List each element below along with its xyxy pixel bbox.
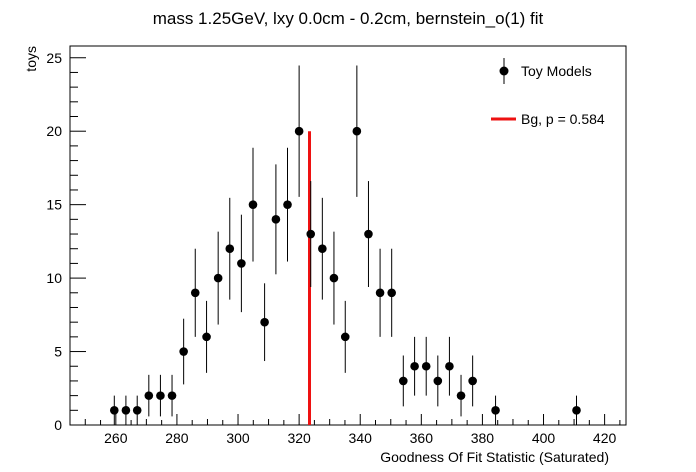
y-tick-label: 5 <box>54 344 62 360</box>
data-point <box>179 318 188 385</box>
x-axis-title: Goodness Of Fit Statistic (Saturated) <box>380 449 609 465</box>
data-point <box>398 355 408 407</box>
legend-entry-bg: Bg, p = 0.584 <box>491 111 605 127</box>
point-marker <box>387 288 396 298</box>
data-point <box>445 336 454 396</box>
point-marker <box>283 200 292 209</box>
x-tick-label: 380 <box>471 430 495 446</box>
point-marker <box>456 391 466 400</box>
point-marker <box>156 391 165 400</box>
point-marker <box>225 244 235 254</box>
legend-entry-toy-models: Toy Models <box>499 58 592 84</box>
data-point <box>329 231 339 325</box>
x-tick-label: 420 <box>593 430 617 446</box>
data-point <box>387 248 396 337</box>
plot-frame <box>69 45 627 426</box>
point-marker <box>294 126 304 136</box>
data-point <box>156 374 165 417</box>
x-tick-label: 400 <box>532 430 556 446</box>
data-point <box>572 395 581 425</box>
point-marker <box>121 406 131 415</box>
data-point <box>260 283 269 362</box>
y-tick-label: 10 <box>46 270 62 286</box>
legend-marker-toy-models <box>499 66 509 76</box>
data-point <box>283 147 292 262</box>
y-tick-label: 20 <box>46 123 62 139</box>
data-point <box>248 147 258 262</box>
point-marker <box>445 361 454 371</box>
data-point <box>109 395 119 425</box>
point-marker <box>248 200 258 209</box>
data-point <box>271 164 281 275</box>
y-tick-label: 25 <box>46 50 62 66</box>
legend-label-bg: Bg, p = 0.584 <box>521 111 605 127</box>
point-marker <box>109 406 119 415</box>
x-tick-label: 300 <box>226 430 250 446</box>
point-marker <box>260 317 269 327</box>
x-tick-label: 360 <box>410 430 434 446</box>
data-point <box>190 248 200 337</box>
x-tick-label: 260 <box>104 430 128 446</box>
point-marker <box>410 361 419 371</box>
point-marker <box>237 259 246 268</box>
data-point <box>491 395 500 425</box>
x-axis: 260 280 300 320 340 360 380 400 420 <box>84 414 621 446</box>
legend: Toy Models Bg, p = 0.584 <box>491 58 605 127</box>
data-point <box>132 395 142 425</box>
data-point <box>294 65 304 197</box>
legend-label-toy-models: Toy Models <box>521 63 592 79</box>
data-point <box>364 181 373 287</box>
point-marker <box>375 288 385 298</box>
point-marker <box>179 347 188 356</box>
y-tick-label: 0 <box>54 417 62 433</box>
y-axis: 0 5 10 15 20 25 <box>46 50 86 433</box>
point-marker <box>421 361 431 371</box>
point-marker <box>190 288 200 298</box>
data-point <box>318 197 327 300</box>
point-marker <box>213 273 223 283</box>
x-tick-label: 320 <box>287 430 311 446</box>
data-point <box>352 65 362 197</box>
point-marker <box>572 406 581 415</box>
point-marker <box>306 229 316 239</box>
point-marker <box>433 376 443 386</box>
point-marker <box>202 332 211 342</box>
data-point <box>121 395 131 425</box>
toy-models-series <box>109 65 581 425</box>
data-point <box>237 214 246 313</box>
point-marker <box>468 376 477 386</box>
point-marker <box>318 244 327 254</box>
point-marker <box>271 215 281 224</box>
data-point <box>167 374 177 417</box>
data-point <box>468 355 477 407</box>
x-tick-label: 340 <box>349 430 373 446</box>
data-point <box>213 231 223 325</box>
data-point <box>421 336 431 396</box>
data-point <box>225 197 235 300</box>
point-marker <box>364 229 373 239</box>
data-point <box>202 300 211 373</box>
point-marker <box>144 391 154 400</box>
point-marker <box>167 391 177 400</box>
data-point <box>375 248 385 337</box>
data-point <box>144 374 154 417</box>
point-marker <box>352 126 362 136</box>
y-axis-title: toys <box>23 46 39 72</box>
point-marker <box>398 376 408 386</box>
data-point <box>456 374 466 417</box>
data-point <box>340 300 350 373</box>
y-tick-label: 15 <box>46 197 62 213</box>
chart-title: mass 1.25GeV, lxy 0.0cm - 0.2cm, bernste… <box>153 9 544 28</box>
point-marker <box>329 273 339 283</box>
data-point <box>433 355 443 407</box>
x-tick-label: 280 <box>165 430 189 446</box>
data-point <box>410 336 419 396</box>
point-marker <box>132 406 142 415</box>
data-point <box>306 181 316 287</box>
point-marker <box>340 332 350 342</box>
point-marker <box>491 406 500 415</box>
